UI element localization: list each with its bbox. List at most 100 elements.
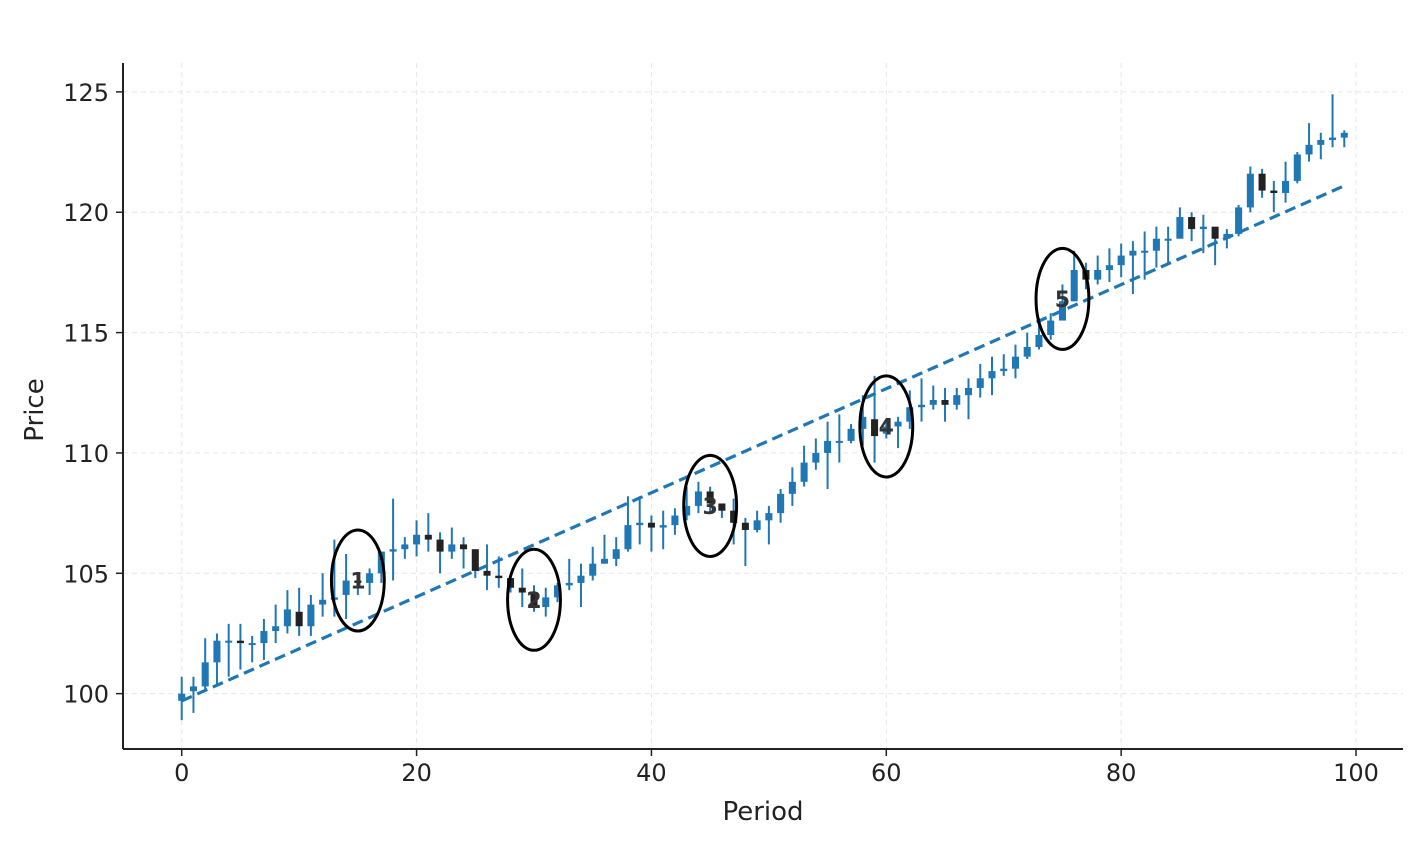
- annotation-label: 1: [350, 570, 365, 595]
- candle-body: [1199, 226, 1207, 230]
- candle-body: [401, 544, 409, 550]
- candle: [1105, 248, 1113, 283]
- candle-body: [988, 371, 996, 379]
- annotation-label: 2: [526, 589, 541, 614]
- candle-body: [201, 662, 209, 687]
- candle-body: [366, 573, 374, 583]
- candle: [189, 676, 197, 713]
- candle: [1340, 130, 1348, 148]
- candle: [894, 416, 902, 449]
- candle-body: [824, 440, 832, 453]
- candle-body: [624, 525, 632, 550]
- candle-body: [260, 631, 268, 644]
- annotation-circle: [858, 374, 915, 479]
- y-tick-label: 110: [63, 440, 109, 468]
- trend-line: [181, 184, 1345, 703]
- y-tick-label: 100: [63, 681, 109, 709]
- candle-body: [1223, 233, 1231, 239]
- candle-body: [647, 522, 655, 528]
- candle-body: [589, 563, 597, 576]
- candle-body: [1070, 270, 1078, 302]
- candle: [178, 676, 186, 721]
- candle: [788, 467, 796, 506]
- candle: [1141, 231, 1149, 280]
- candle-body: [976, 378, 984, 388]
- annotation-label: 3: [702, 495, 717, 520]
- candle: [295, 587, 303, 636]
- candle: [272, 604, 280, 644]
- candle-body: [460, 544, 468, 550]
- candle: [213, 633, 221, 687]
- x-tick-label: 20: [401, 759, 432, 787]
- candle-body: [1141, 250, 1149, 253]
- candle: [647, 515, 655, 552]
- candle: [1070, 250, 1078, 302]
- candle-body: [659, 525, 667, 528]
- candle: [694, 481, 702, 514]
- candle: [201, 638, 209, 692]
- candle: [1293, 152, 1301, 184]
- candle-body: [342, 580, 350, 595]
- candle: [307, 594, 315, 636]
- candle-body: [1293, 154, 1301, 181]
- candle-body: [1340, 132, 1348, 138]
- candle: [1000, 354, 1008, 376]
- candle: [236, 623, 244, 670]
- candle-body: [871, 419, 879, 437]
- candle-body: [741, 522, 749, 530]
- candle: [753, 510, 761, 533]
- candle: [413, 520, 421, 557]
- annotations-group: 1 2 3 4 5: [329, 246, 1091, 652]
- candle: [1211, 226, 1219, 266]
- candle-body: [1211, 226, 1219, 239]
- candle: [1129, 241, 1137, 295]
- candle: [929, 385, 937, 410]
- candle-body: [694, 491, 702, 506]
- candle: [1152, 226, 1160, 268]
- candle-body: [1117, 255, 1125, 266]
- candle: [577, 563, 585, 607]
- candle: [1023, 332, 1031, 360]
- candle: [847, 424, 855, 444]
- candle-body: [448, 544, 456, 552]
- candle: [1176, 207, 1184, 239]
- candle: [1317, 132, 1325, 160]
- candle: [976, 363, 984, 398]
- candle-body: [1176, 217, 1184, 239]
- candle-body: [1000, 368, 1008, 372]
- candles-group: [178, 94, 1348, 721]
- candle: [765, 505, 773, 545]
- x-tick-label: 100: [1333, 759, 1379, 787]
- candle: [941, 387, 949, 422]
- annotation-label: 4: [879, 415, 894, 440]
- candle: [718, 503, 726, 518]
- candle-body: [1305, 144, 1313, 155]
- candle-body: [1329, 137, 1337, 141]
- candle-body: [1152, 238, 1160, 251]
- candle-body: [1164, 238, 1172, 241]
- annotation-circle: [506, 547, 562, 652]
- annotation-circle: [329, 528, 386, 633]
- x-tick-label: 60: [871, 759, 902, 787]
- candle-body: [319, 599, 327, 605]
- annotation: 1: [329, 528, 386, 633]
- candle: [401, 537, 409, 559]
- candle: [1223, 229, 1231, 249]
- candle-body: [753, 520, 761, 530]
- candle-body: [1058, 301, 1066, 321]
- candle-body: [894, 421, 902, 427]
- candle-body: [1094, 270, 1102, 280]
- candle-body: [1035, 334, 1043, 348]
- candle-body: [553, 585, 562, 598]
- candle-body: [788, 481, 796, 494]
- candle-body: [483, 570, 491, 576]
- candle-body: [1047, 320, 1055, 335]
- candle-body: [1129, 250, 1137, 256]
- candle-body: [236, 640, 244, 644]
- candle: [730, 498, 738, 545]
- x-tick-label: 0: [174, 759, 189, 787]
- candle: [835, 414, 843, 463]
- y-tick-label: 120: [63, 199, 109, 227]
- candle: [1047, 313, 1055, 340]
- candle-body: [295, 611, 303, 627]
